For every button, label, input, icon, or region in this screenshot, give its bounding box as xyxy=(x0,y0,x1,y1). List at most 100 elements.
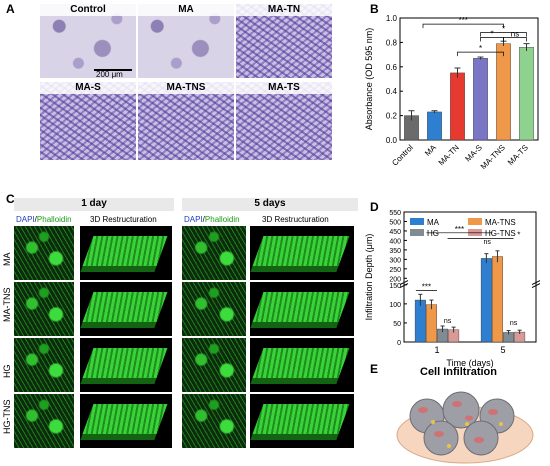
chart-b: 0.0 0.2 0.4 0.6 0.8 1.0 Absorbance (OD 595 nm)… xyxy=(364,14,539,171)
col-3d-1: 3D Restructuration xyxy=(90,215,157,224)
panel-c-label: C xyxy=(6,192,15,206)
y-axis-label-b: Absorbance (OD 595 nm) xyxy=(364,28,374,131)
micrograph-ma-tns: MA-TNS xyxy=(138,82,234,160)
x-tick-label-b: MA-TS xyxy=(506,143,530,167)
fluorescence-image-ma-tns-0 xyxy=(14,282,74,336)
phalloidin-text-1: Phalloidin xyxy=(36,215,72,224)
micrograph-ma-ts: MA-TS xyxy=(236,82,332,160)
plot-frame-d xyxy=(403,211,537,343)
3d-render-hg-tns-1 xyxy=(80,394,172,448)
fluorescence-image-hg-0 xyxy=(14,338,74,392)
micrograph-ma-s: MA-S xyxy=(40,82,136,160)
y-tick-label-b: 0.0 xyxy=(386,136,398,145)
panel-d-label: D xyxy=(370,200,379,214)
x-tick-label-b: MA xyxy=(423,143,438,158)
scale-bar-a-label: 200 μm xyxy=(96,70,123,79)
sig-label-d6: ns xyxy=(510,320,518,327)
sig-bracket-5-label: ns xyxy=(511,30,519,39)
slash-2: / xyxy=(202,215,205,224)
y-tick-label-d: 400 xyxy=(389,238,401,245)
fluorescence-image-ma-tns-2 xyxy=(182,282,246,336)
legend-swatch-d xyxy=(468,218,482,225)
sig-bracket-2 xyxy=(457,51,504,57)
y-tick-label-d: 550 xyxy=(389,210,401,217)
x-axis-label-d: Time (days) xyxy=(446,358,493,368)
y-tick-label-d: 350 xyxy=(389,248,401,255)
header-1-day: 1 day xyxy=(14,198,174,211)
3d-render-ma-3 xyxy=(250,226,354,280)
x-tick-label-d: 5 xyxy=(500,345,505,355)
y-tick-label-b: 1.0 xyxy=(386,14,398,23)
x-tick-label-b: Control xyxy=(390,143,415,168)
row-label-hg: HG xyxy=(2,364,12,379)
sig-bracket-2-label: * xyxy=(479,44,482,53)
fluorescence-image-hg-tns-0 xyxy=(14,394,74,448)
bar-d-ma-5 xyxy=(480,258,492,343)
y-tick-label-d: 500 xyxy=(389,219,401,226)
micrograph-control: Control xyxy=(40,4,136,78)
y-tick-label-d: 200 xyxy=(389,276,401,283)
3d-render-ma-1 xyxy=(80,226,172,280)
y-tick-label-d: 150 xyxy=(389,283,401,290)
panel-e-label: E xyxy=(370,362,379,376)
panel-e-title: Cell Infiltration xyxy=(420,366,497,378)
y-tick-label-b: 0.2 xyxy=(386,112,398,121)
bar-b-ma-tns xyxy=(496,43,511,141)
x-tick-label-b: MA-TN xyxy=(437,143,461,167)
legend-label-d: MA xyxy=(427,218,440,227)
3d-render-ma-tns-3 xyxy=(250,282,354,336)
micrograph-ma: MA xyxy=(138,4,234,78)
col-dapi-phalloidin-2: DAPI/Phalloidin xyxy=(184,215,240,224)
row-label-hg-tns: HG-TNS xyxy=(2,399,12,435)
sig-bracket-5 xyxy=(503,37,527,42)
sig-label-d4: ns xyxy=(483,239,491,246)
header-1-day-text: 1 day xyxy=(81,198,107,209)
panel-b-label: B xyxy=(370,2,379,16)
3d-render-ma-tns-1 xyxy=(80,282,172,336)
legend-label-d: HG-TNS xyxy=(485,229,516,238)
phalloidin-text-2: Phalloidin xyxy=(204,215,240,224)
fluorescence-image-hg-tns-2 xyxy=(182,394,246,448)
scale-bar-c2-label: 200 μm xyxy=(320,451,344,458)
row-label-ma: MA xyxy=(2,252,12,267)
bar-d-ma-tns-1 xyxy=(425,304,437,343)
sig-label-d1: *** xyxy=(422,282,431,291)
fluorescence-image-hg-2 xyxy=(182,338,246,392)
y-tick-label-b: 0.4 xyxy=(386,87,398,96)
x-tick-label-b: MA-S xyxy=(463,143,484,164)
header-5-days-text: 5 days xyxy=(254,198,286,209)
micrograph-label: MA xyxy=(138,4,234,16)
y-tick-label-b: 0.8 xyxy=(386,38,398,47)
legend-label-d: HG xyxy=(427,229,439,238)
y-tick-label-d: 100 xyxy=(389,302,401,309)
sig-bracket-3-label: * xyxy=(490,30,493,39)
sig-label-d2: ns xyxy=(444,318,452,325)
micrograph-ma-tn: MA-TN xyxy=(236,4,332,78)
panel-a-label: A xyxy=(6,2,15,16)
micrograph-label: MA-S xyxy=(40,82,136,94)
axis-break-left xyxy=(399,280,409,288)
bar-b-ma-ts xyxy=(519,47,534,141)
y-tick-label-d: 300 xyxy=(389,257,401,264)
scale-bar-c1-label: 200 μm xyxy=(190,451,214,458)
y-tick-label-d: 0 xyxy=(397,340,401,347)
sig-bracket-1-label: *** xyxy=(459,16,468,25)
dapi-text-1: DAPI xyxy=(16,215,35,224)
bar-d-ma-tns-5 xyxy=(491,256,503,343)
sig-label-d3: *** xyxy=(455,225,464,234)
header-5-days: 5 days xyxy=(182,198,358,211)
micrograph-label: MA-TN xyxy=(236,4,332,16)
cell-infiltration-illustration xyxy=(396,391,534,464)
y-tick-label-d: 50 xyxy=(393,321,401,328)
3d-render-hg-1 xyxy=(80,338,172,392)
micrograph-label: MA-TS xyxy=(236,82,332,94)
y-tick-label-d: 450 xyxy=(389,229,401,236)
sig-bracket-4-label: * xyxy=(502,25,505,34)
y-tick-label-b: 0.6 xyxy=(386,63,398,72)
x-tick-label-b: MA-TNS xyxy=(479,143,507,171)
legend-swatch-d xyxy=(410,218,424,225)
col-dapi-phalloidin-1: DAPI/Phalloidin xyxy=(16,215,72,224)
micrograph-label: Control xyxy=(40,4,136,16)
y-tick-label-d: 250 xyxy=(389,267,401,274)
